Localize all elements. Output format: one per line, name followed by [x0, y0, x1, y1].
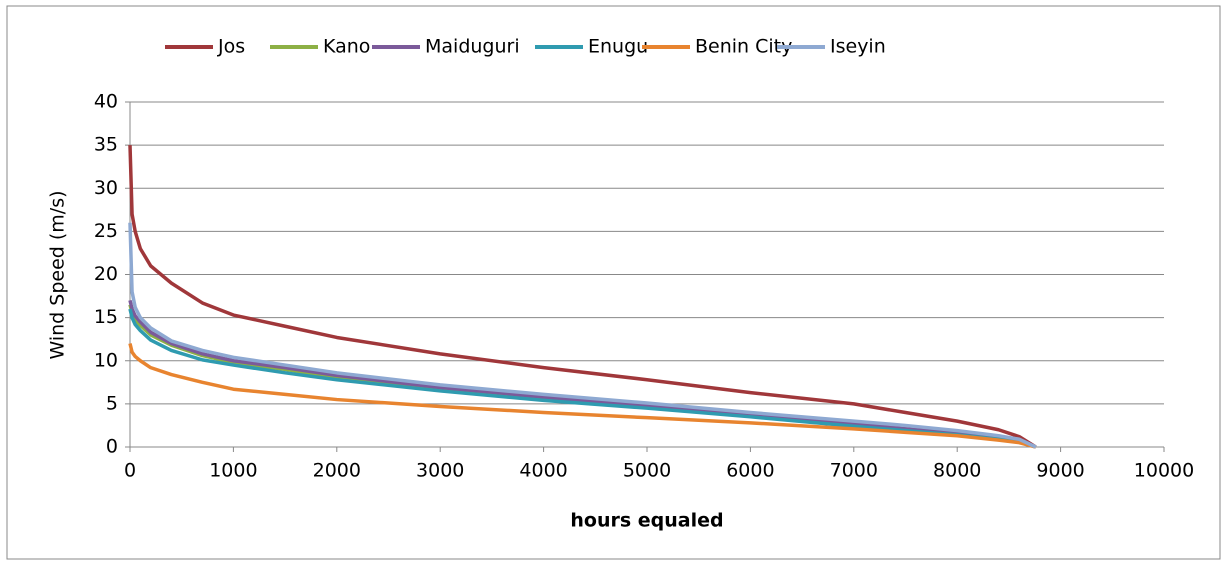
x-tick-label: 5000 [623, 460, 671, 482]
y-tick-label: 0 [106, 436, 118, 458]
x-tick-label: 9000 [1036, 460, 1084, 482]
y-tick-label: 40 [94, 91, 118, 113]
chart-frame [6, 5, 1221, 560]
series-line [128, 343, 1037, 449]
legend-label: Maiduguri [425, 36, 520, 58]
y-tick-label: 15 [94, 306, 118, 328]
legend-label: Iseyin [830, 36, 886, 58]
legend-label: Enugu [588, 36, 648, 58]
y-tick-label: 10 [94, 349, 118, 371]
x-axis-label: hours equaled [570, 510, 723, 532]
y-axis-label: Wind Speed (m/s) [47, 190, 69, 359]
legend-label: Kano [323, 36, 370, 58]
x-tick-label: 1000 [209, 460, 257, 482]
y-tick-label: 30 [94, 177, 118, 199]
x-tick-label: 10000 [1134, 460, 1194, 482]
x-tick-label: 0 [124, 460, 136, 482]
legend-label: Jos [217, 36, 245, 58]
y-tick-label: 5 [106, 392, 118, 414]
series-line [128, 145, 1037, 449]
y-tick-label: 25 [94, 220, 118, 242]
x-tick-label: 3000 [416, 460, 464, 482]
y-tick-label: 35 [94, 134, 118, 156]
x-tick-label: 6000 [726, 460, 774, 482]
y-tick-label: 20 [94, 263, 118, 285]
legend-label: Benin City [695, 36, 792, 58]
x-tick-label: 4000 [519, 460, 567, 482]
x-tick-label: 7000 [830, 460, 878, 482]
x-tick-label: 2000 [313, 460, 361, 482]
x-tick-label: 8000 [933, 460, 981, 482]
series-line [128, 222, 1037, 449]
